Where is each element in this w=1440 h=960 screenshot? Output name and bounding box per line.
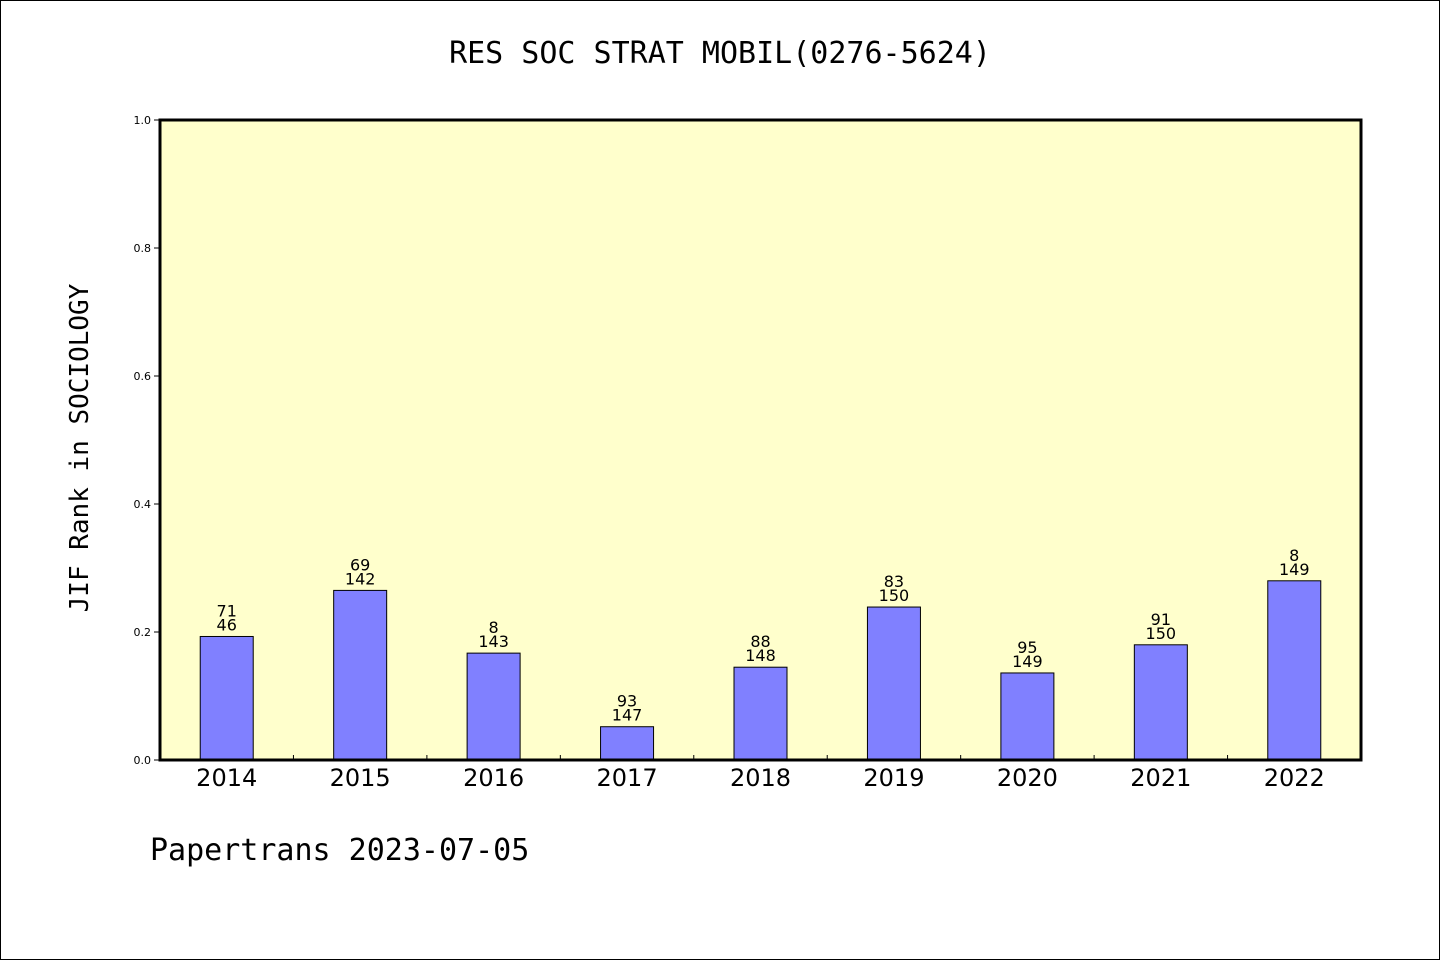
bar-label-top-2022: 8 — [1289, 546, 1299, 565]
x-tick-label-2016: 2016 — [463, 764, 524, 792]
x-tick-label-2019: 2019 — [863, 764, 924, 792]
bar-label-top-2014: 71 — [217, 601, 237, 620]
x-tick-label-2022: 2022 — [1264, 764, 1325, 792]
bar-label-bottom-2022: 149 — [1279, 560, 1310, 579]
x-tick-label-2020: 2020 — [997, 764, 1058, 792]
y-tick-label-4: 0.8 — [134, 242, 152, 255]
bar-label-bottom-2014: 46 — [217, 615, 237, 634]
plot-border — [158, 118, 1363, 762]
y-tick-label-5: 1.0 — [134, 114, 152, 127]
chart-title: RES SOC STRAT MOBIL(0276-5624) — [449, 36, 991, 71]
bar-2017 — [600, 726, 655, 761]
footer-credit: Papertrans 2023-07-05 — [150, 833, 530, 868]
bar-label-bottom-2019: 150 — [879, 586, 910, 605]
y-tick-label-1: 0.2 — [134, 626, 152, 639]
bar-2021 — [1133, 644, 1188, 761]
y-tick-label-3: 0.6 — [134, 370, 152, 383]
bar-label-top-2015: 69 — [350, 555, 370, 574]
bar-label-bottom-2015: 142 — [345, 569, 376, 588]
bar-2020 — [1000, 672, 1055, 761]
bar-2016 — [466, 652, 521, 761]
bar-2018 — [733, 666, 788, 761]
bar-2022 — [1267, 580, 1322, 761]
x-tick-label-2017: 2017 — [597, 764, 658, 792]
bar-2014 — [199, 635, 254, 761]
bar-label-top-2017: 93 — [617, 692, 637, 711]
x-tick-label-2014: 2014 — [196, 764, 257, 792]
x-tick-label-2015: 2015 — [330, 764, 391, 792]
x-tick-label-2021: 2021 — [1130, 764, 1191, 792]
bar-label-top-2020: 95 — [1017, 638, 1037, 657]
bar-label-top-2018: 88 — [750, 632, 770, 651]
bar-2015 — [333, 589, 388, 761]
bar-2019 — [866, 606, 921, 761]
bar-label-top-2021: 91 — [1151, 610, 1171, 629]
y-tick-label-0: 0.0 — [134, 754, 152, 767]
bar-label-bottom-2018: 148 — [745, 646, 776, 665]
bar-label-top-2019: 83 — [884, 572, 904, 591]
bar-label-bottom-2016: 143 — [478, 632, 509, 651]
bar-label-bottom-2020: 149 — [1012, 652, 1043, 671]
x-tick-label-2018: 2018 — [730, 764, 791, 792]
bar-label-top-2016: 8 — [489, 618, 499, 637]
y-tick-label-2: 0.4 — [134, 498, 152, 511]
bar-label-bottom-2017: 147 — [612, 706, 643, 725]
bar-label-bottom-2021: 150 — [1146, 624, 1177, 643]
